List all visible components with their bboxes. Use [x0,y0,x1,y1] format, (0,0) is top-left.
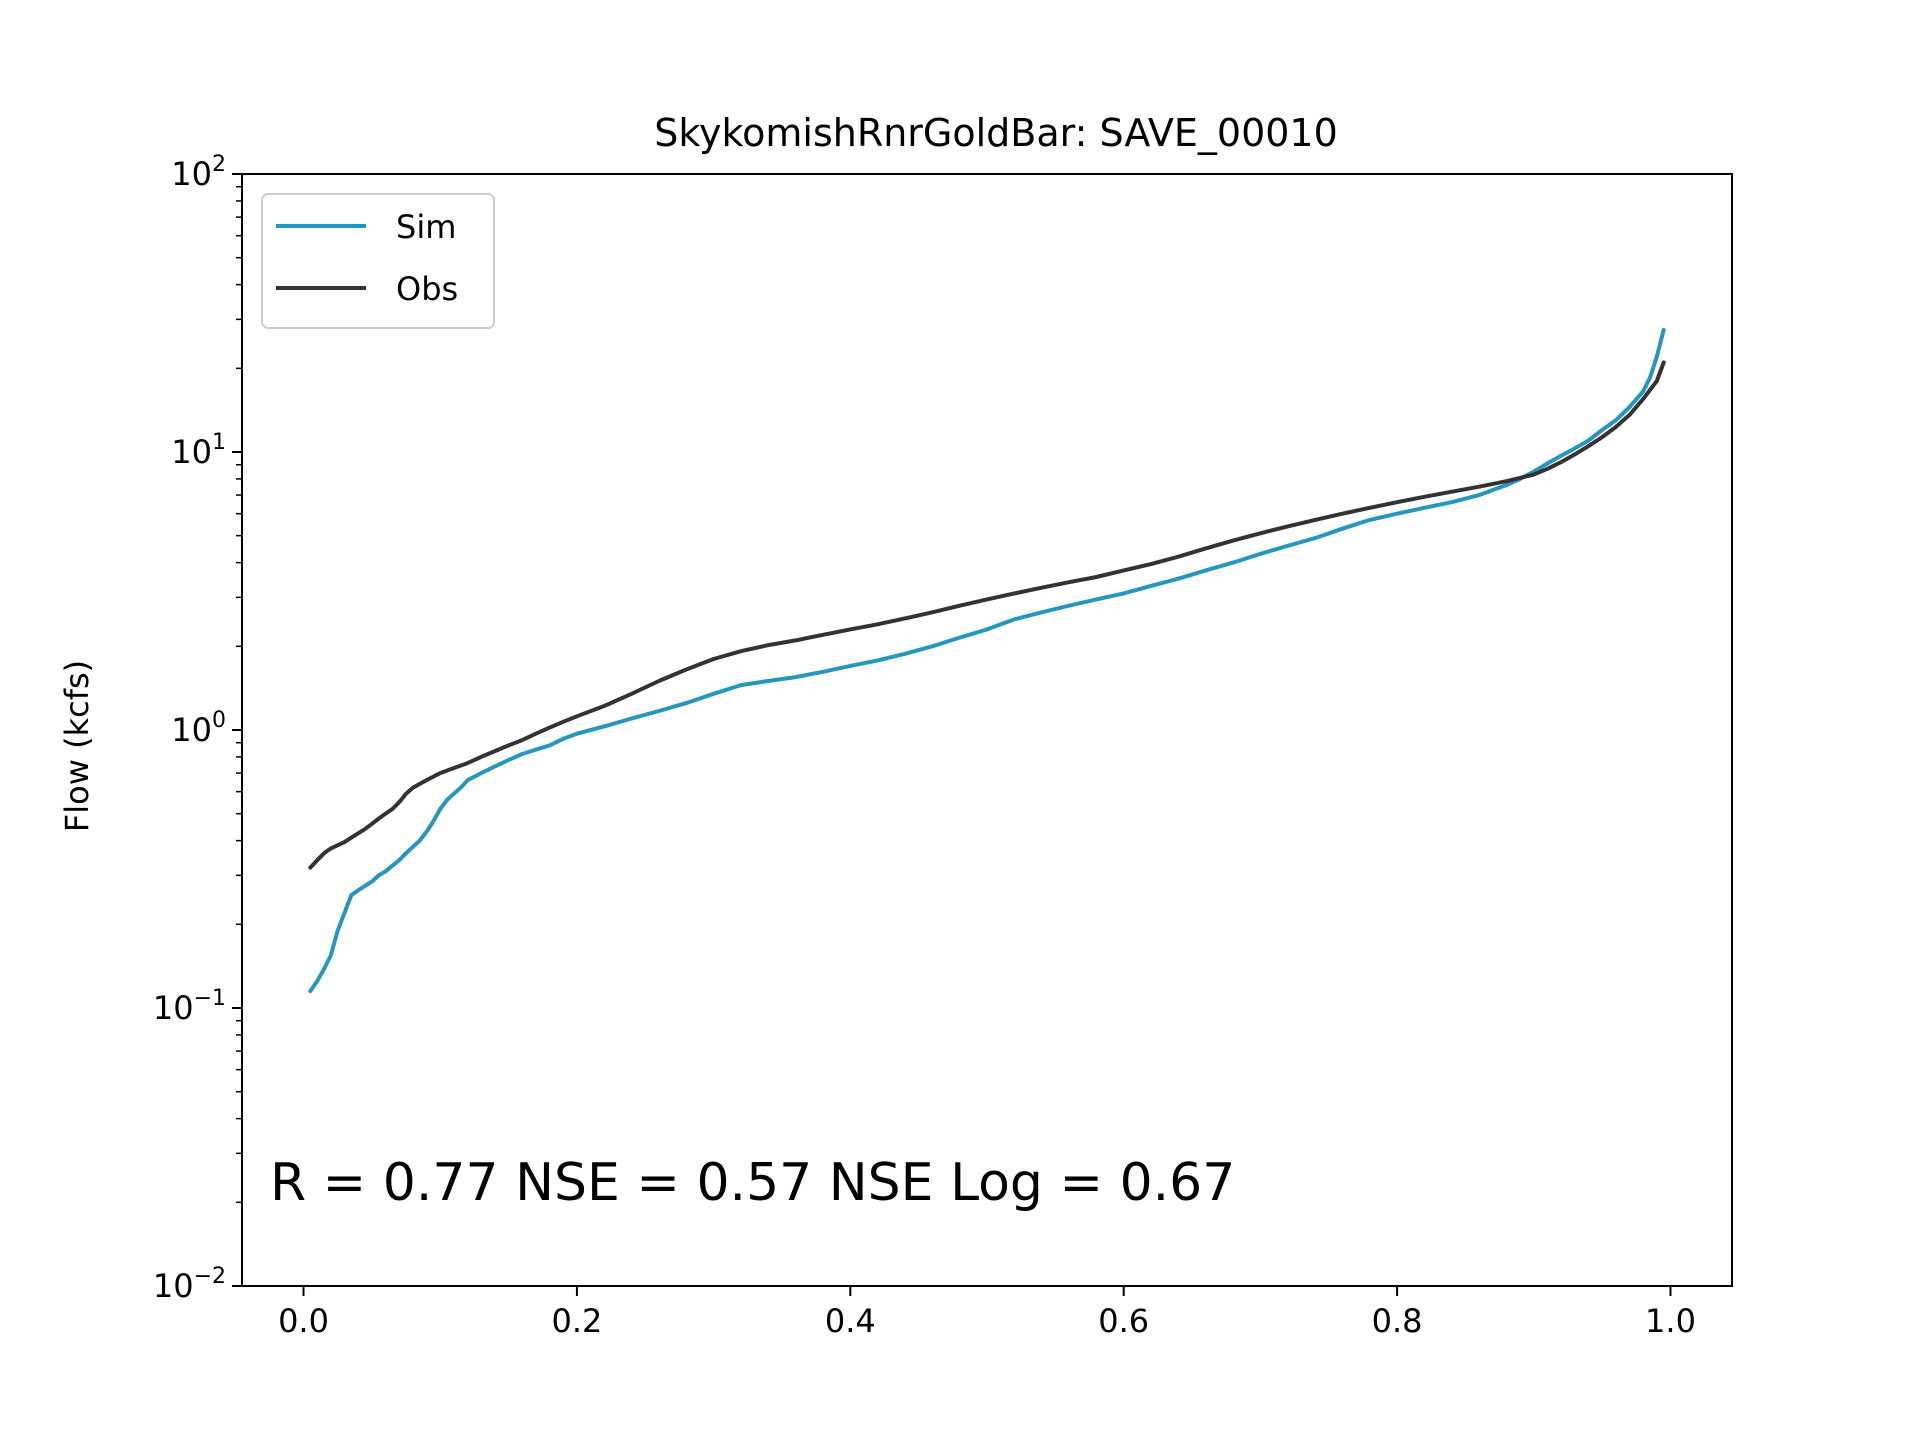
x-tick-label: 0.0 [278,1302,329,1340]
y-tick-label: 10−1 [153,986,226,1027]
legend: Sim Obs [261,193,495,329]
x-tick-label: 0.6 [1098,1302,1149,1340]
x-tick-label: 0.2 [551,1302,602,1340]
y-axis-label: Flow (kcfs) [58,660,96,832]
y-tick-label: 101 [171,430,226,471]
y-axis-ticks: 10−2 10−1 100 101 102 [153,152,242,1305]
y-tick-label: 102 [171,152,226,193]
metrics-annotation: R = 0.77 NSE = 0.57 NSE Log = 0.67 [270,1153,1235,1213]
x-tick-label: 0.4 [825,1302,876,1340]
x-tick-label: 1.0 [1645,1302,1696,1340]
legend-label-obs: Obs [396,270,458,308]
plot-frame [241,173,1733,1287]
legend-label-sim: Sim [396,208,456,246]
legend-box [261,193,495,329]
series-line-sim [308,327,1666,994]
chart-title: SkykomishRnrGoldBar: SAVE_00010 [654,111,1338,155]
y-tick-label: 100 [171,708,226,749]
series-line-obs [308,360,1666,870]
y-tick-label: 10−2 [153,1264,226,1305]
x-axis-ticks: 0.0 0.2 0.4 0.6 0.8 1.0 [278,1286,1696,1340]
x-tick-label: 0.8 [1372,1302,1423,1340]
series-lines [308,327,1666,994]
